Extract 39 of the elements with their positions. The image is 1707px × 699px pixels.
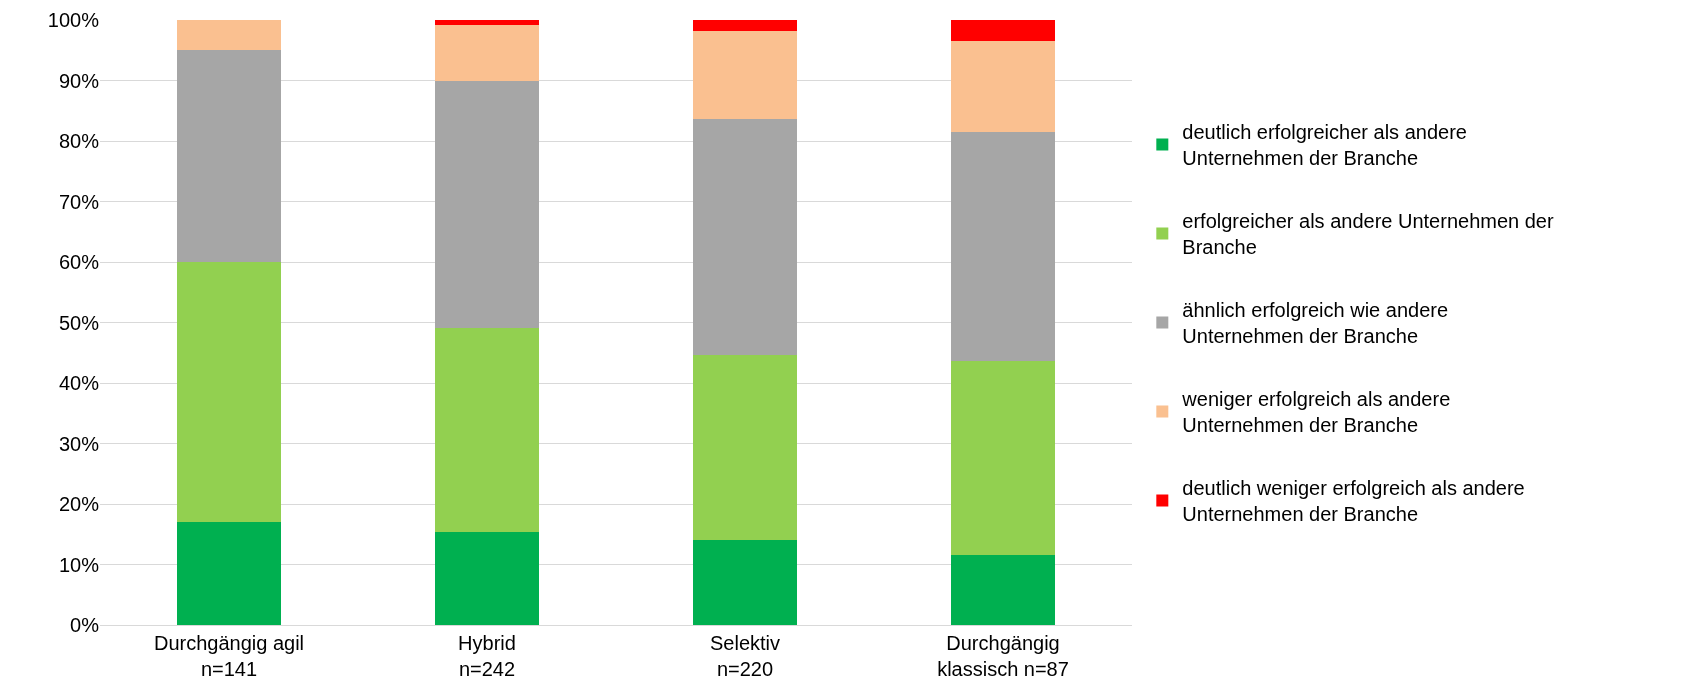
bar	[177, 262, 281, 523]
x-tick-label: Durchgängig agil n=141	[153, 632, 305, 680]
bar	[951, 40, 1055, 132]
bar	[435, 25, 539, 82]
y-tick-label: 100%	[47, 9, 100, 31]
y-tick-label: 30%	[58, 432, 100, 455]
bar	[693, 119, 797, 356]
bar	[951, 360, 1055, 556]
bar	[435, 81, 539, 328]
bar	[435, 327, 539, 533]
bar	[693, 30, 797, 120]
y-tick-label: 10%	[58, 553, 100, 576]
bar	[951, 555, 1055, 625]
y-tick-label: 0%	[70, 614, 100, 636]
x-tick-label: Durchgängig klassisch n=87	[937, 632, 1069, 680]
legend-label: deutlich weniger erfolgreich als andere Unternehmen der Branche	[1182, 477, 1525, 526]
bar	[951, 131, 1055, 361]
bar	[693, 355, 797, 541]
bar	[435, 20, 539, 26]
bar	[693, 540, 797, 625]
legend-label: ähnlich erfolgreich wie andere Unternehmen der Branche	[1182, 299, 1449, 348]
x-tick-label: Hybrid n=242	[458, 632, 516, 680]
y-tick-label: 90%	[58, 69, 100, 92]
legend-label: weniger erfolgreich als andere Unternehmen der Branche	[1181, 388, 1451, 437]
y-tick-label: 20%	[58, 493, 100, 515]
bar	[435, 532, 539, 625]
legend-label: deutlich erfolgreicher als andere Unternehmen der Branche	[1182, 121, 1467, 170]
y-tick-label: 50%	[58, 311, 100, 334]
bar	[177, 522, 281, 625]
legend-label: erfolgreicher als andere Unternehmen der Branche	[1182, 210, 1554, 259]
bar	[951, 20, 1055, 41]
x-tick-label: Selektiv n=220	[709, 632, 781, 680]
y-tick-label: 40%	[58, 372, 100, 394]
y-tick-label: 60%	[58, 251, 100, 273]
bar	[693, 20, 797, 31]
bar	[177, 20, 281, 51]
bar	[177, 50, 281, 262]
y-tick-label: 70%	[58, 190, 100, 213]
y-tick-label: 80%	[58, 130, 100, 152]
